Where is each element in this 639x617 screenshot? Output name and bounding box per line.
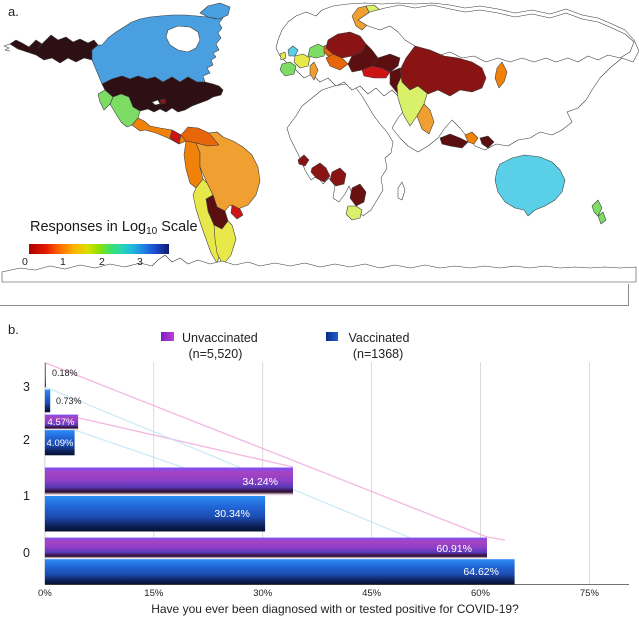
svg-text:64.62%: 64.62% [463, 566, 499, 578]
svg-text:Have you ever been diagnosed w: Have you ever been diagnosed with or tes… [151, 602, 519, 616]
svg-text:60%: 60% [471, 588, 491, 599]
svg-text:0.73%: 0.73% [56, 396, 82, 406]
svg-text:34.24%: 34.24% [242, 476, 278, 488]
svg-text:30.34%: 30.34% [214, 508, 250, 520]
svg-text:3: 3 [23, 380, 30, 394]
svg-text:15%: 15% [144, 588, 164, 599]
svg-text:2: 2 [23, 433, 30, 447]
svg-text:60.91%: 60.91% [436, 543, 472, 555]
svg-text:30%: 30% [253, 588, 273, 599]
svg-text:45%: 45% [362, 588, 382, 599]
svg-text:4.09%: 4.09% [47, 438, 74, 449]
svg-text:1: 1 [23, 489, 30, 503]
svg-text:0%: 0% [38, 588, 52, 599]
svg-text:0.18%: 0.18% [52, 368, 78, 378]
svg-text:0: 0 [23, 546, 30, 560]
svg-text:4.57%: 4.57% [48, 417, 75, 428]
svg-text:75%: 75% [580, 588, 600, 599]
